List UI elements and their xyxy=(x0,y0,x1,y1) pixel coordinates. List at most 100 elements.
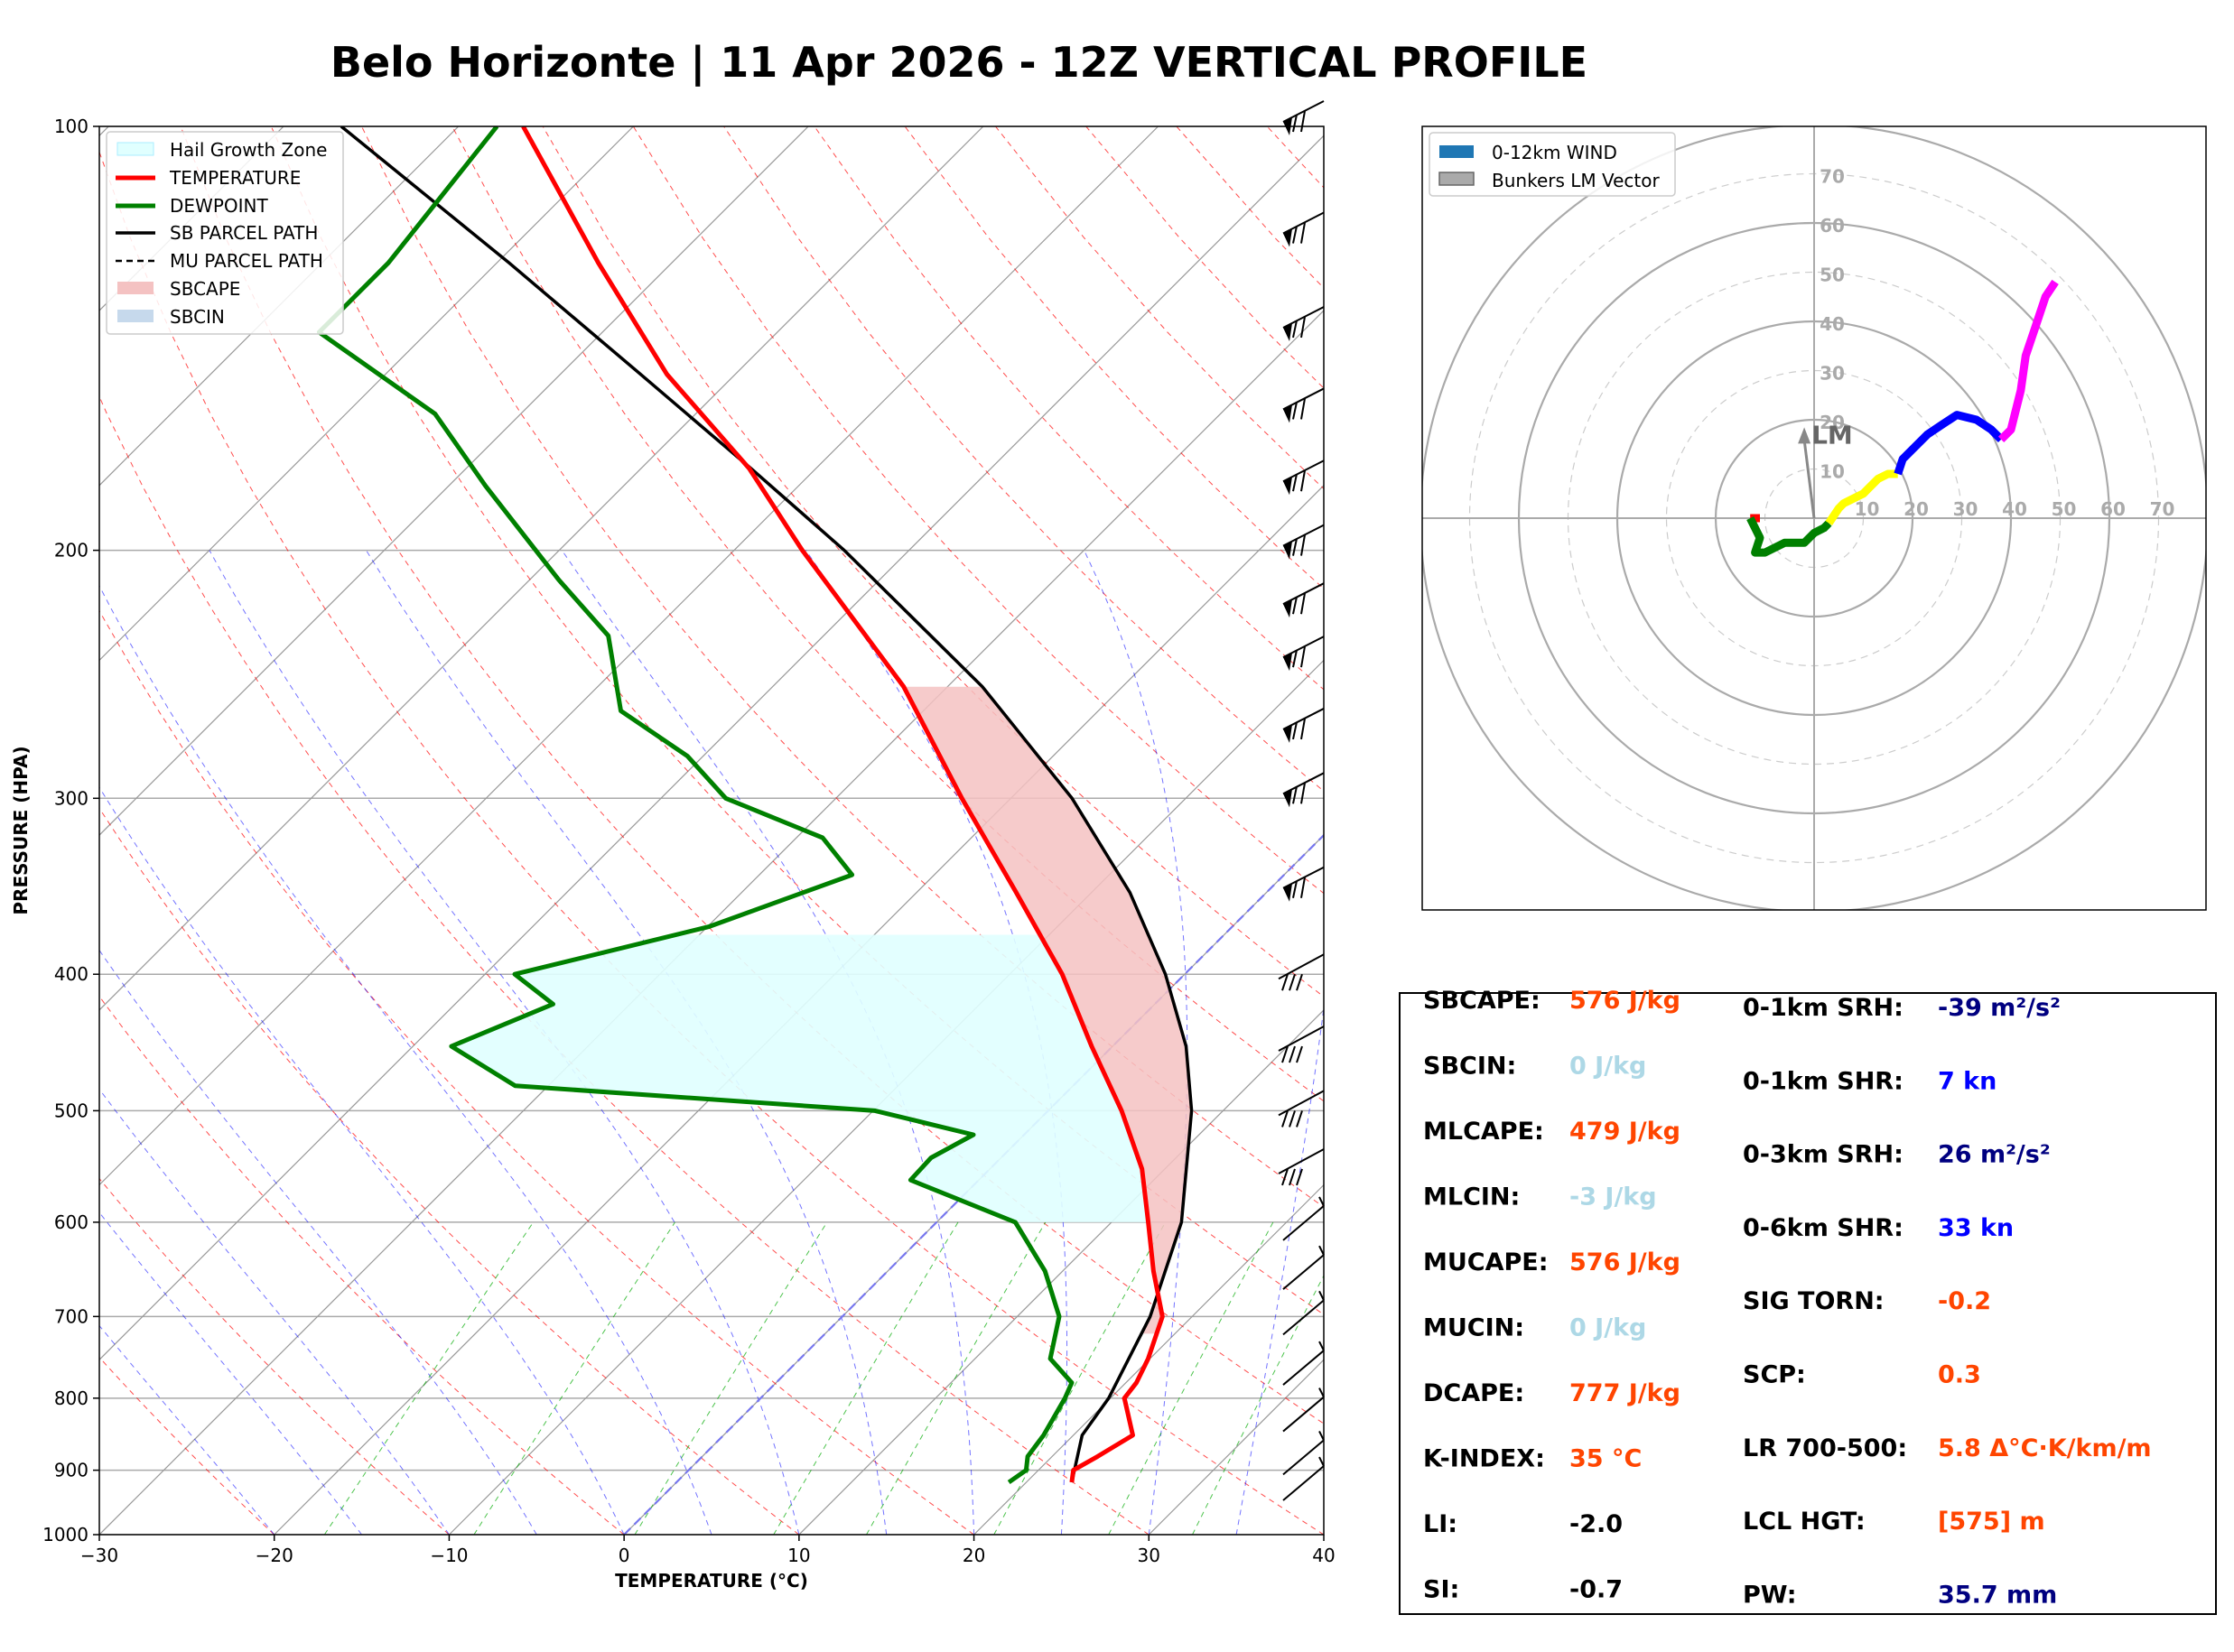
x-tick-label: −30 xyxy=(80,1545,118,1566)
barb-staff xyxy=(1282,1465,1325,1501)
barb-staff xyxy=(1282,1396,1325,1433)
mixing-ratio-line xyxy=(1108,1221,1274,1535)
barb-feather xyxy=(1300,222,1306,244)
index-value: 7 kn xyxy=(1938,1067,1997,1095)
dry-adiabat xyxy=(99,995,625,1535)
ring-label-y: 50 xyxy=(1820,265,1845,286)
index-label: 0-1km SRH: xyxy=(1743,994,1904,1022)
barb-feather xyxy=(1300,593,1306,615)
legend-sbcape-label: SBCAPE xyxy=(170,278,240,300)
dry-adiabat xyxy=(99,151,1324,1535)
barb-feather xyxy=(1300,470,1306,492)
dry-adiabat xyxy=(542,126,1324,998)
bunkers-lm-vector: LM xyxy=(1798,420,1853,519)
index-value: 777 J/kg xyxy=(1569,1379,1680,1407)
index-label: MUCIN: xyxy=(1423,1314,1524,1342)
hodograph-segment xyxy=(1746,516,1832,557)
barb-feather xyxy=(1292,226,1298,244)
isotherm xyxy=(99,126,634,662)
legend-hail-label: Hail Growth Zone xyxy=(170,139,327,161)
moist-adiabat xyxy=(561,550,975,1535)
wind-barb xyxy=(1282,100,1325,135)
wind-barb xyxy=(1282,524,1325,560)
x-tick-label: 10 xyxy=(787,1545,810,1566)
isotherm xyxy=(99,126,809,836)
barb-staff xyxy=(1282,1299,1325,1336)
barb-staff xyxy=(1282,636,1325,659)
index-value: 26 m²/s² xyxy=(1938,1141,2051,1169)
barb-feather xyxy=(1292,786,1298,804)
wind-barb xyxy=(1282,387,1325,423)
index-label: PW: xyxy=(1743,1581,1797,1609)
barb-feather xyxy=(1296,973,1303,991)
x-axis-label: TEMPERATURE (°C) xyxy=(615,1570,808,1592)
y-tick-label: 300 xyxy=(54,787,88,809)
barb-pennant xyxy=(1283,404,1292,423)
moist-adiabat xyxy=(99,1088,450,1535)
wind-barb xyxy=(1282,211,1325,247)
barb-staff xyxy=(1282,772,1325,795)
indices-table: SBCAPE: 576 J/kg SBCIN: 0 J/kg MLCAPE: 479 J/… xyxy=(1399,987,2217,1615)
legend-temperature-label: TEMPERATURE xyxy=(169,167,301,189)
isotherm xyxy=(623,834,1324,1535)
isotherm xyxy=(973,1183,1324,1535)
wind-barb xyxy=(1278,1090,1325,1128)
barb-pennant xyxy=(1283,322,1292,341)
moist-adiabat xyxy=(209,550,800,1535)
lm-arrow-head xyxy=(1798,427,1811,444)
barb-flag xyxy=(1318,1456,1325,1467)
index-label: MUCAPE: xyxy=(1423,1248,1549,1276)
barb-feather xyxy=(1296,1110,1303,1128)
wind-barb xyxy=(1282,459,1325,496)
barb-feather xyxy=(1300,877,1306,898)
temperature-line xyxy=(521,126,1165,1483)
dry-adiabat xyxy=(99,395,1150,1535)
barb-pennant xyxy=(1283,883,1292,902)
barb-feather xyxy=(1292,880,1298,898)
hodograph-legend: 0-12km WIND Bunkers LM Vector xyxy=(1429,132,1676,197)
mixing-ratio-line xyxy=(993,1221,1167,1535)
barb-staff xyxy=(1282,1439,1325,1476)
index-label: LI: xyxy=(1423,1510,1457,1538)
dry-adiabat xyxy=(270,126,1324,1315)
sbcape-area xyxy=(903,686,1192,1334)
indices-frame xyxy=(1399,992,2217,1615)
moist-adiabat xyxy=(366,550,888,1535)
ring-label-x: 20 xyxy=(1904,498,1929,520)
legend-mu-parcel-label: MU PARCEL PATH xyxy=(170,250,323,272)
barb-feather xyxy=(1289,973,1296,991)
moist-adiabat xyxy=(99,584,712,1535)
barb-feather xyxy=(1292,474,1298,492)
x-tick-label: −10 xyxy=(430,1545,468,1566)
index-label: SIG TORN: xyxy=(1743,1287,1885,1315)
index-value: -3 J/kg xyxy=(1569,1183,1657,1211)
barb-staff xyxy=(1278,1148,1325,1174)
wind-barb xyxy=(1282,582,1325,618)
wind-barb xyxy=(1282,306,1325,341)
index-value: -0.2 xyxy=(1938,1287,1991,1315)
mixing-ratio-line xyxy=(323,1221,535,1535)
index-label: 0-1km SHR: xyxy=(1743,1067,1904,1095)
wind-barb xyxy=(1282,1196,1325,1241)
barb-flag xyxy=(1318,1290,1325,1301)
dry-adiabat xyxy=(99,807,800,1535)
legend-dewpoint-label: DEWPOINT xyxy=(170,195,268,217)
isotherm xyxy=(99,126,1159,1186)
index-label: LR 700-500: xyxy=(1743,1434,1907,1462)
wind-barb xyxy=(1278,1148,1325,1186)
barb-feather xyxy=(1281,1045,1289,1063)
wind-barb xyxy=(1278,953,1325,991)
barb-staff xyxy=(1282,866,1325,889)
barb-feather xyxy=(1289,1045,1296,1063)
legend-sb-parcel-label: SB PARCEL PATH xyxy=(170,222,318,244)
legend-hail-swatch xyxy=(116,142,154,156)
barb-staff xyxy=(1282,387,1325,411)
chart-title: Belo Horizonte | 11 Apr 2026 - 12Z VERTI… xyxy=(330,38,1587,88)
index-label: K-INDEX: xyxy=(1423,1445,1545,1473)
hodograph-ring-labels: 10 10 20 20 30 30 40 40 50 50 60 60 70 70 xyxy=(1820,166,2174,521)
legend-sbcape-swatch xyxy=(117,282,154,294)
mixing-ratio-line xyxy=(1192,1275,1324,1535)
barb-staff xyxy=(1278,1026,1325,1052)
isotherm xyxy=(798,1009,1324,1535)
barb-pennant xyxy=(1283,541,1292,560)
